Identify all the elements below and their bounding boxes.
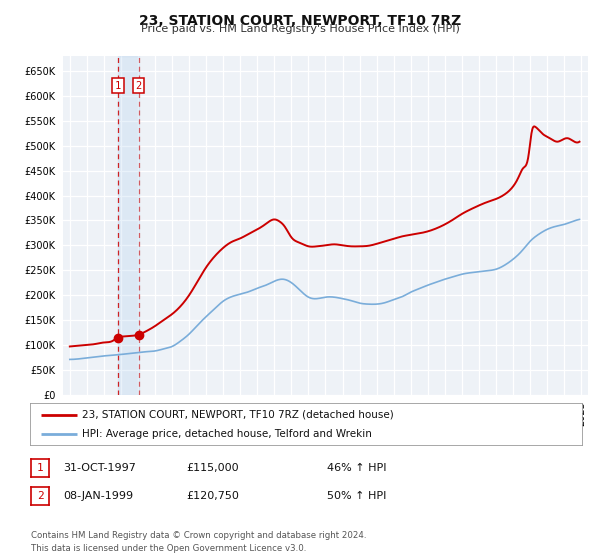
Text: Price paid vs. HM Land Registry's House Price Index (HPI): Price paid vs. HM Land Registry's House …: [140, 24, 460, 34]
Text: £120,750: £120,750: [186, 491, 239, 501]
Text: 23, STATION COURT, NEWPORT, TF10 7RZ: 23, STATION COURT, NEWPORT, TF10 7RZ: [139, 14, 461, 28]
Text: 1: 1: [115, 81, 121, 91]
Text: 2: 2: [136, 81, 142, 91]
Text: 08-JAN-1999: 08-JAN-1999: [63, 491, 133, 501]
Text: 1: 1: [37, 463, 44, 473]
Text: 31-OCT-1997: 31-OCT-1997: [63, 463, 136, 473]
Text: 50% ↑ HPI: 50% ↑ HPI: [327, 491, 386, 501]
Bar: [118, 56, 139, 395]
Text: Contains HM Land Registry data © Crown copyright and database right 2024.
This d: Contains HM Land Registry data © Crown c…: [31, 531, 367, 553]
Text: £115,000: £115,000: [186, 463, 239, 473]
Text: 46% ↑ HPI: 46% ↑ HPI: [327, 463, 386, 473]
Text: HPI: Average price, detached house, Telford and Wrekin: HPI: Average price, detached house, Telf…: [82, 429, 373, 439]
Text: 2: 2: [37, 491, 44, 501]
Text: 23, STATION COURT, NEWPORT, TF10 7RZ (detached house): 23, STATION COURT, NEWPORT, TF10 7RZ (de…: [82, 409, 394, 419]
